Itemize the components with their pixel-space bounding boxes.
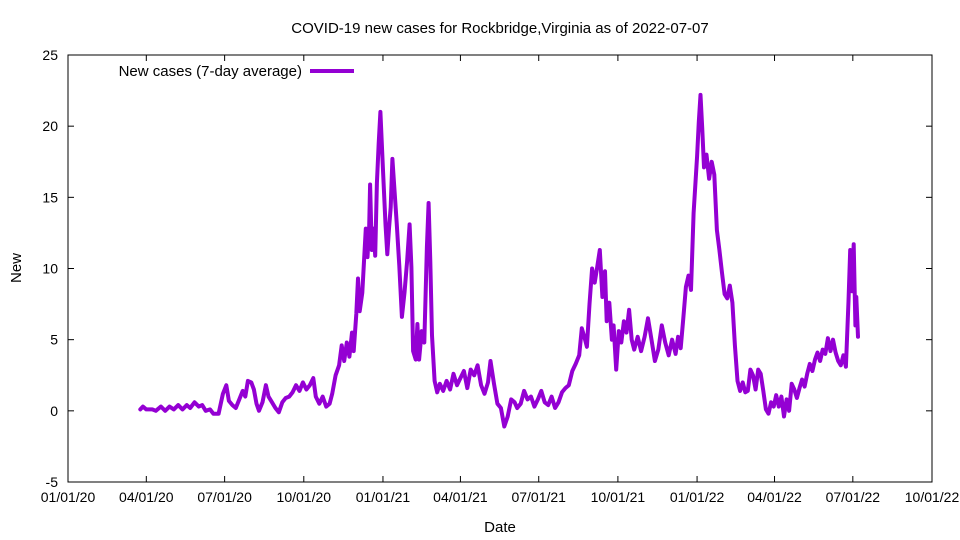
- y-tick-label: 15: [42, 189, 58, 205]
- chart-title: COVID-19 new cases for Rockbridge,Virgin…: [291, 20, 708, 37]
- y-axis-label: New: [8, 253, 25, 283]
- plot-frame: [67, 54, 933, 483]
- x-tick-label: 07/01/21: [511, 489, 566, 505]
- x-tick-label: 07/01/22: [826, 489, 881, 505]
- x-tick-label: 10/01/20: [277, 489, 332, 505]
- x-tick-label: 07/01/20: [197, 489, 252, 505]
- x-tick-label: 04/01/21: [433, 489, 488, 505]
- x-tick-label: 04/01/20: [119, 489, 174, 505]
- legend: New cases (7-day average): [119, 63, 354, 80]
- y-tick-label: 20: [42, 118, 58, 134]
- x-axis-ticks: 01/01/20 04/01/20 07/01/20 10/01/20 01/01/21…: [41, 55, 960, 505]
- y-tick-label: 5: [50, 332, 58, 348]
- y-tick-label: 0: [50, 403, 58, 419]
- x-tick-label: 01/01/20: [41, 489, 96, 505]
- x-tick-label: 01/01/22: [670, 489, 725, 505]
- y-tick-label: 10: [42, 261, 58, 277]
- x-tick-label: 01/01/21: [356, 489, 411, 505]
- y-tick-label: -5: [46, 474, 59, 490]
- series-group: [138, 92, 860, 429]
- y-axis-ticks: -5 0 5 10 15 20 25: [42, 47, 932, 490]
- x-tick-label: 04/01/22: [747, 489, 802, 505]
- legend-label: New cases (7-day average): [119, 63, 302, 80]
- x-tick-label: 10/01/22: [905, 489, 960, 505]
- y-tick-label: 25: [42, 47, 58, 63]
- x-tick-label: 10/01/21: [591, 489, 646, 505]
- series-line: [138, 92, 860, 429]
- x-axis-label: Date: [484, 519, 516, 536]
